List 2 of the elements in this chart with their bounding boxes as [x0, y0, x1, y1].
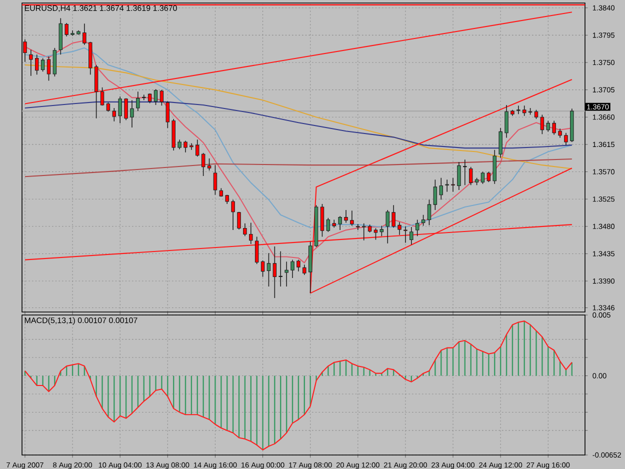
- chart-title: MACD(5,13,1) 0.00107 0.00107: [24, 317, 138, 325]
- chart-title: EURUSD,H4 1.3621 1.3674 1.3619 1.3670: [24, 5, 177, 12]
